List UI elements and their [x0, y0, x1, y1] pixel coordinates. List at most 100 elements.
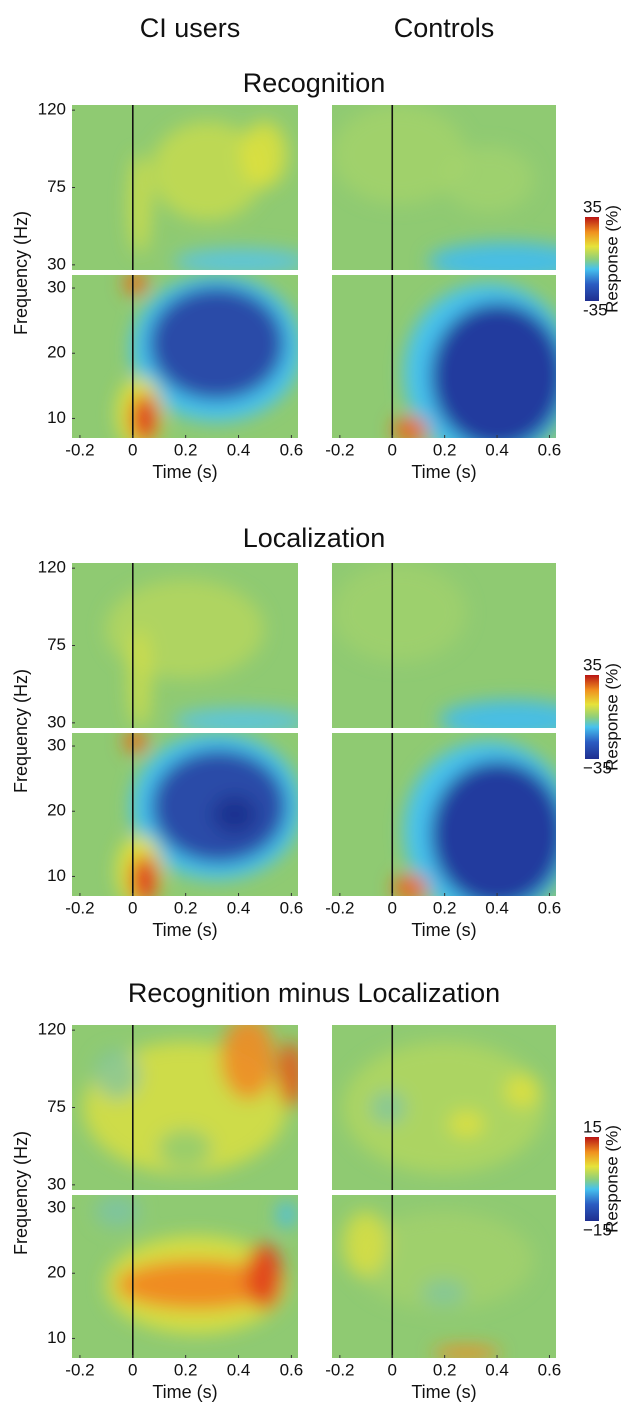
y-tick-label: 30	[47, 254, 66, 273]
x-tick-label: -0.2	[65, 898, 94, 917]
heatmap-blob	[157, 1128, 213, 1169]
heatmap	[332, 1025, 556, 1190]
y-tick-label: 30	[47, 712, 66, 731]
y-tick-label: 120	[38, 1020, 66, 1039]
y-tick-label: 75	[47, 635, 66, 654]
x-tick-label: 0	[388, 440, 397, 459]
heatmap-blob	[277, 1201, 296, 1228]
x-axis-label: Time (s)	[411, 1382, 476, 1402]
colorbar	[585, 1137, 599, 1221]
heatmap-blob	[392, 416, 429, 438]
x-tick-label: 0.6	[538, 440, 562, 459]
heatmap-blob	[128, 154, 152, 254]
y-tick-label: 75	[47, 1097, 66, 1116]
x-tick-label: 0.4	[227, 898, 251, 917]
heatmap	[332, 563, 556, 728]
x-tick-label: 0.4	[227, 1360, 251, 1379]
x-tick-label: 0.2	[174, 1360, 198, 1379]
heatmap-blob	[151, 121, 265, 221]
colorbar-tick-label: -35	[583, 300, 608, 319]
heatmap-blob	[439, 699, 556, 728]
section-title: Recognition	[243, 68, 386, 98]
colorbar-tick-label: 15	[583, 1117, 602, 1136]
x-tick-label: 0.4	[485, 898, 509, 917]
x-tick-label: 0	[388, 898, 397, 917]
y-tick-label: 30	[47, 1198, 66, 1217]
x-tick-label: -0.2	[325, 440, 354, 459]
y-tick-label: 20	[47, 1263, 66, 1282]
heatmap-blob	[246, 1243, 283, 1310]
heatmap-blob	[128, 629, 152, 728]
x-tick-label: -0.2	[65, 440, 94, 459]
heatmap-blob	[94, 1049, 140, 1100]
x-tick-label: -0.2	[325, 1360, 354, 1379]
y-tick-label: 120	[38, 558, 66, 577]
x-axis-label: Time (s)	[152, 1382, 217, 1402]
heatmap	[72, 1025, 298, 1190]
x-tick-label: 0.2	[433, 440, 457, 459]
x-tick-label: 0.6	[280, 1360, 304, 1379]
heatmap-blob	[173, 708, 298, 728]
heatmap-blobs	[117, 733, 298, 896]
x-tick-label: -0.2	[325, 898, 354, 917]
y-tick-label: 10	[47, 1328, 66, 1347]
heatmap-blob	[343, 1211, 388, 1277]
heatmap	[72, 105, 298, 270]
x-tick-label: 0	[388, 1360, 397, 1379]
y-tick-label: 30	[47, 1174, 66, 1193]
x-axis-label: Time (s)	[411, 462, 476, 482]
heatmap-blob	[421, 1279, 467, 1306]
heatmap-blobs	[105, 579, 298, 728]
heatmap-blob	[354, 1211, 534, 1310]
y-tick-label: 120	[38, 100, 66, 119]
heatmap-blob	[117, 1260, 276, 1310]
heatmap	[72, 733, 298, 896]
heatmap-blob	[123, 733, 147, 753]
heatmap-blob	[430, 302, 556, 438]
colorbar	[585, 675, 599, 759]
heatmap-blob	[173, 248, 298, 270]
heatmap-blob	[241, 121, 287, 188]
heatmap-blob	[444, 146, 534, 213]
y-tick-label: 30	[47, 278, 66, 297]
colorbar	[585, 217, 599, 301]
heatmap-blobs	[128, 121, 298, 270]
x-tick-label: 0	[128, 440, 137, 459]
x-tick-label: 0.2	[174, 440, 198, 459]
y-tick-label: 10	[47, 408, 66, 427]
heatmap	[332, 105, 556, 270]
x-tick-label: 0.6	[280, 440, 304, 459]
heatmap-blob	[332, 563, 467, 662]
heatmap-blob	[148, 286, 285, 401]
x-tick-label: 0.4	[485, 440, 509, 459]
heatmap-blob	[343, 1041, 545, 1174]
heatmap-blob	[392, 874, 429, 896]
heatmap-blob	[332, 105, 467, 204]
x-tick-label: 0.2	[433, 898, 457, 917]
x-axis-label: Time (s)	[411, 920, 476, 940]
x-tick-label: 0.6	[538, 1360, 562, 1379]
heatmap-blob	[130, 393, 158, 438]
heatmap-blob	[430, 760, 556, 896]
heatmap-blobs	[332, 105, 556, 270]
section-title: Localization	[243, 523, 386, 553]
heatmap-blob	[123, 275, 147, 295]
heatmap-blobs	[332, 563, 556, 728]
column-title: CI users	[140, 13, 241, 43]
heatmap-blob	[130, 855, 158, 896]
heatmap	[332, 733, 556, 896]
colorbar-tick-label: 35	[583, 197, 602, 216]
heatmap-blob	[212, 794, 258, 835]
colorbar-label: Response (%)	[602, 1125, 621, 1233]
column-title: Controls	[394, 13, 495, 43]
heatmap-blob	[504, 1074, 541, 1108]
colorbar-label: Response (%)	[602, 205, 621, 313]
y-axis-label: Frequency (Hz)	[11, 1131, 31, 1255]
heatmap-blob	[370, 1091, 406, 1124]
heatmap-blob	[94, 1195, 140, 1228]
heatmap-blobs	[117, 275, 298, 438]
heatmap-blob	[221, 1025, 276, 1100]
x-tick-label: 0.2	[174, 898, 198, 917]
colorbar-label: Response (%)	[602, 663, 621, 771]
